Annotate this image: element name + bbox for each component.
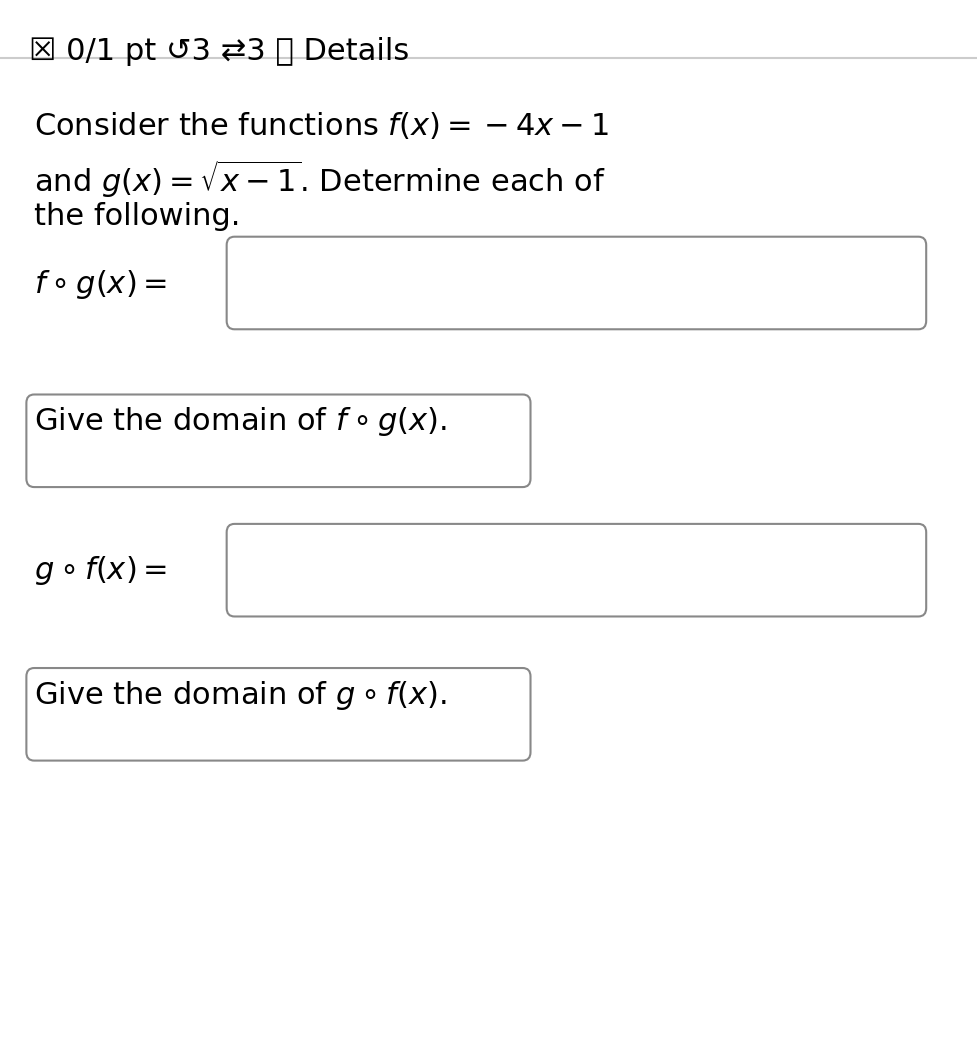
FancyBboxPatch shape [227, 524, 926, 616]
Text: and $g(x) = \sqrt{x-1}$. Determine each of: and $g(x) = \sqrt{x-1}$. Determine each … [34, 158, 606, 200]
Text: $g \circ f(x) =$: $g \circ f(x) =$ [34, 553, 167, 587]
Text: ☒ 0/1 pt ↺3 ⇄3 ⓘ Details: ☒ 0/1 pt ↺3 ⇄3 ⓘ Details [29, 37, 409, 66]
Text: Consider the functions $f(x) = -4x - 1$: Consider the functions $f(x) = -4x - 1$ [34, 110, 609, 141]
FancyBboxPatch shape [227, 237, 926, 329]
Text: Give the domain of $f \circ g(x)$.: Give the domain of $f \circ g(x)$. [34, 405, 446, 438]
Text: the following.: the following. [34, 202, 240, 231]
Text: Give the domain of $g \circ f(x)$.: Give the domain of $g \circ f(x)$. [34, 679, 446, 711]
FancyBboxPatch shape [26, 394, 531, 487]
FancyBboxPatch shape [26, 668, 531, 761]
Text: $f \circ g(x) =$: $f \circ g(x) =$ [34, 267, 167, 301]
